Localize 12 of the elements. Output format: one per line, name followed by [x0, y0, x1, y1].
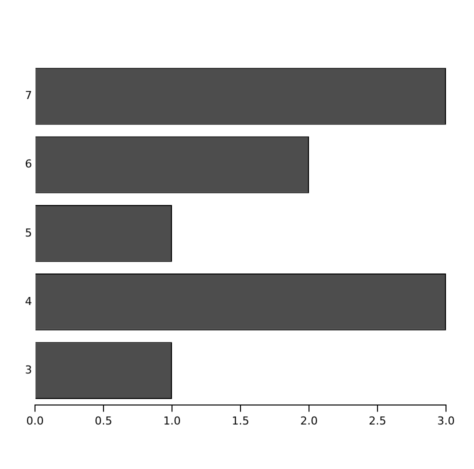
- x-tick-label: 0.0: [26, 414, 44, 428]
- x-tick-label: 1.5: [232, 414, 250, 428]
- x-tick-label: 1.0: [163, 414, 181, 428]
- y-tick-label: 5: [25, 226, 32, 240]
- x-tick-label: 3.0: [437, 414, 455, 428]
- y-tick-label: 7: [25, 89, 32, 102]
- y-tick-label: 6: [25, 158, 32, 171]
- x-tick-label: 2.0: [300, 414, 318, 428]
- y-tick-label: 4: [25, 294, 32, 308]
- y-tick-label: 3: [25, 363, 32, 376]
- x-tick-label: 0.5: [94, 414, 112, 428]
- x-tick-label: 2.5: [368, 414, 386, 428]
